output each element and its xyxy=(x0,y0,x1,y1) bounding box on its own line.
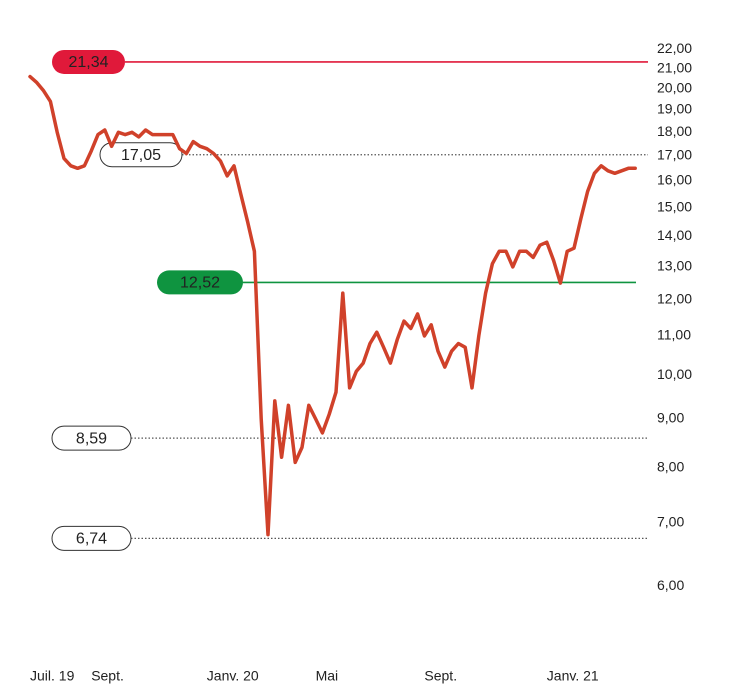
y-tick-label: 14,00 xyxy=(657,227,692,243)
y-tick-label: 17,00 xyxy=(657,147,692,163)
x-tick-label: Janv. 20 xyxy=(207,668,259,684)
x-tick-label: Sept. xyxy=(91,668,124,684)
y-tick-label: 7,00 xyxy=(657,513,684,529)
y-tick-label: 11,00 xyxy=(657,327,691,343)
y-tick-label: 8,00 xyxy=(657,458,684,474)
reference-label: 12,52 xyxy=(180,275,220,292)
y-tick-label: 13,00 xyxy=(657,258,692,274)
x-tick-label: Juil. 19 xyxy=(30,668,75,684)
reference-pill xyxy=(51,425,132,451)
price-line xyxy=(28,74,637,537)
reference-pill xyxy=(99,142,183,168)
reference-label: 17,05 xyxy=(121,147,161,164)
y-tick-label: 9,00 xyxy=(657,410,684,426)
y-tick-label: 16,00 xyxy=(657,172,692,188)
reference-label: 8,59 xyxy=(76,430,107,447)
y-tick-label: 6,00 xyxy=(657,577,684,593)
x-tick-label: Mai xyxy=(316,668,339,684)
y-tick-label: 12,00 xyxy=(657,291,692,307)
y-tick-label: 10,00 xyxy=(657,366,692,382)
x-tick-label: Sept. xyxy=(424,668,457,684)
reference-pill xyxy=(157,270,243,295)
y-tick-label: 20,00 xyxy=(657,79,692,95)
y-tick-label: 15,00 xyxy=(657,198,692,214)
reference-label: 6,74 xyxy=(76,531,107,548)
y-tick-label: 18,00 xyxy=(657,123,692,139)
reference-pill xyxy=(51,525,132,551)
reference-pill xyxy=(52,49,125,74)
y-tick-label: 19,00 xyxy=(657,101,692,117)
y-tick-label: 21,00 xyxy=(657,59,692,75)
y-tick-label: 22,00 xyxy=(657,40,692,56)
reference-label: 21,34 xyxy=(68,54,108,71)
x-tick-label: Janv. 21 xyxy=(547,668,599,684)
